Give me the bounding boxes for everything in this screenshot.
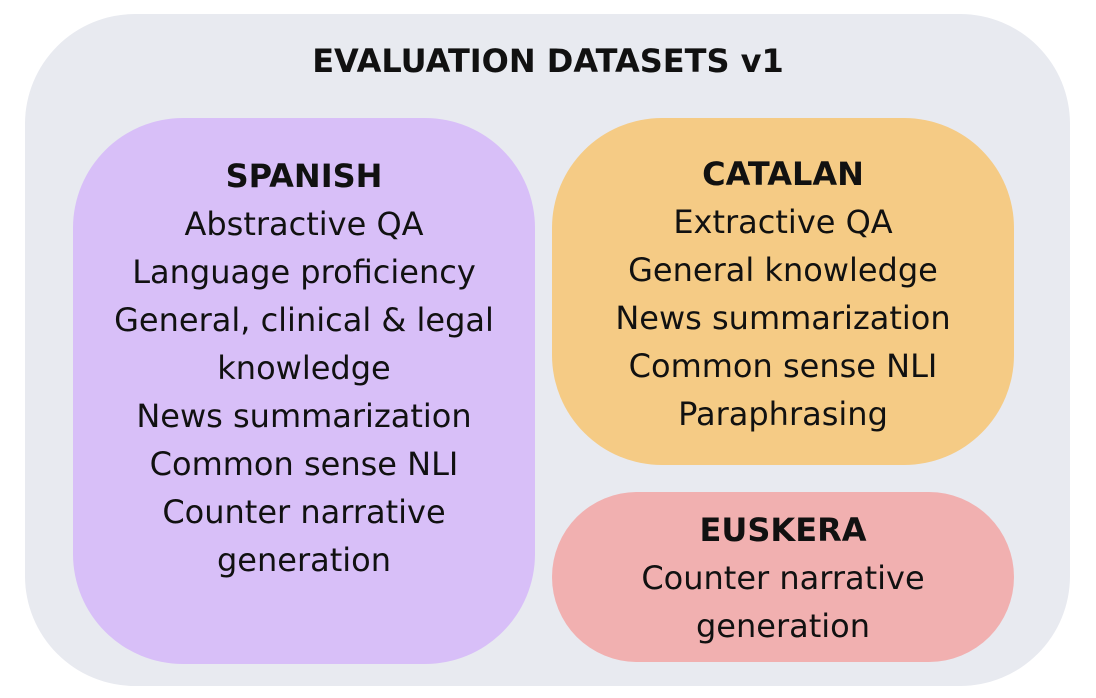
- list-item: Extractive QA: [673, 203, 893, 241]
- list-item: Abstractive QA: [184, 205, 424, 243]
- catalan-box: CATALAN Extractive QA General knowledge …: [552, 118, 1014, 465]
- list-item: Language proficiency: [132, 253, 476, 291]
- list-item: General, clinical & legal knowledge: [114, 301, 494, 387]
- euskera-box: EUSKERA Counter narrative generation: [552, 492, 1014, 662]
- list-item: Common sense NLI: [628, 347, 938, 385]
- list-item: Counter narrative generation: [162, 493, 446, 579]
- list-item: General knowledge: [628, 251, 938, 289]
- group-title: CATALAN: [702, 155, 864, 193]
- group-title: EUSKERA: [699, 511, 867, 549]
- list-item: News summarization: [136, 397, 472, 435]
- list-item: Counter narrative generation: [641, 559, 925, 645]
- group-title: SPANISH: [225, 157, 383, 195]
- list-item: Paraphrasing: [678, 395, 888, 433]
- diagram-title: EVALUATION DATASETS v1: [312, 42, 784, 80]
- spanish-box: SPANISH Abstractive QA Language proficie…: [73, 118, 535, 664]
- list-item: Common sense NLI: [149, 445, 459, 483]
- list-item: News summarization: [615, 299, 951, 337]
